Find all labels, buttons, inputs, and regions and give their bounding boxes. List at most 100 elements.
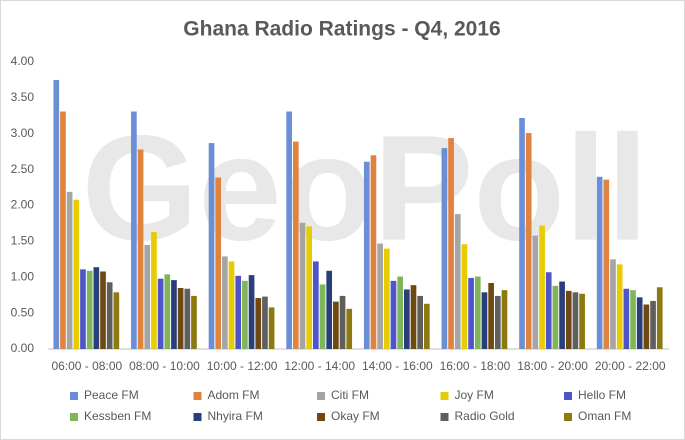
legend-label: Adom FM (208, 388, 260, 402)
bar (313, 261, 319, 349)
bar (363, 161, 370, 349)
bar (377, 243, 383, 349)
bar (468, 277, 474, 349)
bar (424, 303, 430, 349)
bar (579, 293, 585, 349)
bar (235, 275, 242, 349)
bar (248, 275, 255, 349)
legend-swatch (70, 392, 78, 400)
bar (488, 282, 494, 349)
legend-label: Peace FM (84, 388, 139, 402)
bar (339, 295, 346, 349)
legend-label: Kessben FM (84, 409, 151, 423)
y-tick-label: 0.50 (11, 305, 35, 319)
bar (326, 270, 333, 349)
bar (292, 141, 299, 349)
bar (100, 271, 106, 349)
bar (461, 244, 468, 349)
bar (73, 199, 80, 349)
bar (448, 138, 454, 349)
bar (441, 148, 448, 349)
y-tick-label: 3.00 (11, 126, 35, 140)
bar (184, 288, 191, 349)
legend-label: Radio Gold (455, 409, 515, 423)
bar (552, 285, 559, 349)
bar (113, 292, 120, 349)
bar (208, 143, 215, 349)
y-tick-label: 4.00 (11, 54, 35, 68)
bar (66, 191, 73, 349)
bar (481, 292, 488, 349)
legend-swatch (193, 413, 202, 421)
bar (494, 295, 501, 349)
bar (403, 289, 410, 349)
y-tick-label: 2.00 (11, 198, 35, 212)
bar (572, 292, 579, 349)
bar (539, 225, 545, 349)
bar (383, 248, 390, 349)
bar (525, 133, 532, 349)
x-tick-label: 14:00 - 16:00 (362, 359, 433, 373)
x-tick-label: 12:00 - 14:00 (284, 359, 355, 373)
bar (144, 244, 151, 349)
bar (603, 179, 610, 349)
bar (80, 269, 86, 349)
legend-label: Oman FM (578, 409, 631, 423)
bar (222, 256, 228, 349)
bar (286, 111, 292, 349)
bar (151, 232, 157, 349)
legend-label: Okay FM (331, 409, 380, 423)
bar (610, 259, 616, 349)
legend-swatch (317, 413, 325, 421)
bar (53, 79, 60, 349)
y-tick-label: 2.50 (11, 162, 35, 176)
bar (532, 235, 539, 349)
bar (346, 308, 353, 349)
bar (137, 149, 144, 349)
bar (656, 287, 663, 349)
bar (559, 281, 565, 349)
legend-swatch (564, 392, 572, 400)
bar (650, 300, 656, 349)
bar (565, 290, 572, 349)
bar (306, 226, 313, 349)
x-tick-label: 16:00 - 18:00 (440, 359, 511, 373)
legend-label: Joy FM (455, 388, 494, 402)
legend-swatch (317, 392, 325, 400)
legend-swatch (564, 413, 572, 421)
legend-label: Hello FM (578, 388, 626, 402)
bar (519, 117, 525, 349)
bar (474, 276, 481, 349)
bar (630, 290, 636, 349)
bar (93, 267, 100, 349)
bar (157, 278, 164, 349)
bar (60, 111, 66, 349)
bar (370, 155, 377, 349)
bar (242, 280, 248, 349)
bar (397, 276, 403, 349)
bar (268, 307, 275, 349)
legend-swatch (440, 413, 449, 421)
bar (454, 214, 461, 349)
legend-label: Citi FM (331, 388, 369, 402)
x-tick-label: 10:00 - 12:00 (207, 359, 278, 373)
bar (643, 304, 650, 349)
bar (299, 222, 306, 349)
bar (616, 264, 623, 349)
y-tick-label: 1.00 (11, 269, 35, 283)
bar (545, 272, 552, 349)
legend-swatch (70, 413, 78, 421)
y-tick-label: 1.50 (11, 234, 35, 248)
bar (636, 297, 643, 349)
y-tick-label: 3.50 (11, 90, 35, 104)
bar (501, 290, 508, 349)
x-tick-label: 08:00 - 10:00 (129, 359, 200, 373)
bar (390, 280, 397, 349)
bar (177, 288, 184, 349)
bar (191, 295, 197, 349)
legend-swatch (440, 392, 449, 400)
bar (333, 301, 339, 349)
x-tick-label: 20:00 - 22:00 (595, 359, 666, 373)
